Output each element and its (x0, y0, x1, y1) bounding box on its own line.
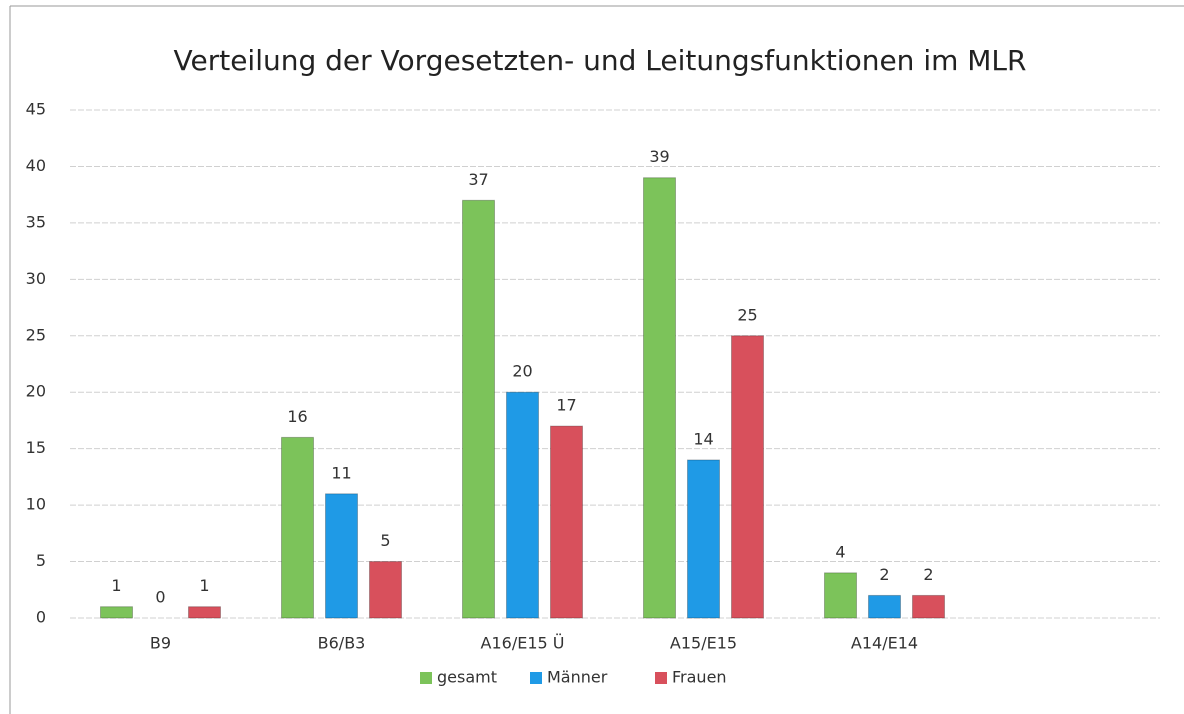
x-tick-label: A16/E15 Ü (481, 634, 565, 653)
bar (824, 572, 857, 619)
bar (100, 606, 133, 619)
data-label: 37 (468, 170, 488, 189)
bar (687, 459, 720, 619)
data-label: 2 (923, 565, 933, 584)
legend-label: gesamt (437, 668, 497, 687)
legend-swatch (420, 672, 432, 684)
bar (912, 594, 945, 619)
y-tick-label: 30 (26, 269, 46, 288)
data-label: 39 (649, 147, 669, 166)
y-tick-label: 0 (36, 608, 46, 627)
data-label: 25 (737, 305, 757, 324)
bar (281, 436, 314, 619)
data-label: 1 (199, 576, 209, 595)
bar (643, 177, 676, 619)
y-tick-label: 45 (26, 100, 46, 119)
data-label: 4 (835, 542, 845, 561)
bar (868, 594, 901, 619)
bar (369, 561, 402, 619)
y-tick-label: 35 (26, 212, 46, 231)
data-label: 5 (380, 531, 390, 550)
bar (731, 335, 764, 619)
data-label: 17 (556, 396, 576, 415)
data-label: 0 (155, 588, 165, 607)
data-label: 14 (693, 429, 713, 448)
y-tick-label: 20 (26, 382, 46, 401)
bar (462, 199, 495, 619)
data-label: 16 (287, 407, 307, 426)
x-tick-label: B9 (150, 634, 171, 653)
bar (325, 493, 358, 619)
legend-label: Männer (547, 668, 608, 687)
legend-swatch (530, 672, 542, 684)
legend-label: Frauen (672, 668, 727, 687)
y-tick-label: 5 (36, 551, 46, 570)
bar (506, 391, 539, 619)
x-tick-label: B6/B3 (318, 634, 366, 653)
y-tick-label: 25 (26, 325, 46, 344)
x-tick-label: A14/E14 (851, 634, 918, 653)
y-tick-label: 10 (26, 495, 46, 514)
data-label: 11 (331, 463, 351, 482)
data-label: 1 (111, 576, 121, 595)
data-label: 20 (512, 362, 532, 381)
chart-title: Verteilung der Vorgesetzten- und Leitung… (174, 44, 1027, 77)
legend-swatch (655, 672, 667, 684)
x-tick-label: A15/E15 (670, 634, 737, 653)
bar (550, 425, 583, 619)
y-tick-label: 40 (26, 156, 46, 175)
bar (188, 606, 221, 619)
data-label: 2 (879, 565, 889, 584)
y-tick-label: 15 (26, 438, 46, 457)
